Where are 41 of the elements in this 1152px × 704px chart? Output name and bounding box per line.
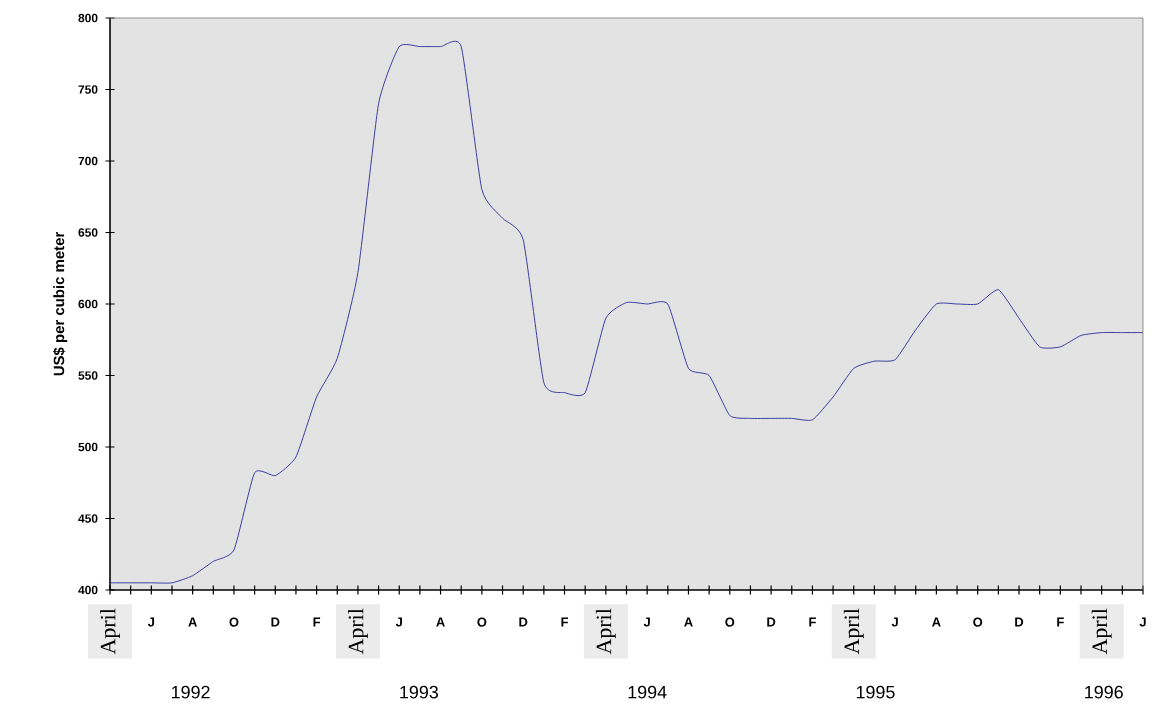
x-tick-label: J (147, 617, 155, 627)
x-tick-label: O (477, 617, 487, 627)
x-tick-label: O (725, 617, 735, 627)
text: 1996 (1085, 685, 1123, 699)
text: 1993 (400, 685, 439, 699)
x-tick-label: J (643, 617, 650, 627)
x-tick-label: April (347, 608, 368, 655)
x-tick-label: A (188, 617, 197, 627)
x-tick-label: F (561, 617, 568, 627)
y-axis-title: US$ per cubic meter (53, 231, 68, 376)
x-tick-label: April (1091, 608, 1112, 655)
x-tick-label: J (1139, 617, 1146, 627)
x-tick-label: J (891, 617, 898, 627)
x-tick-label: O (229, 617, 239, 627)
x-tick-label: D (271, 617, 280, 627)
y-tick-label: 800 (78, 13, 98, 23)
y-tick-label: 700 (78, 156, 98, 166)
text: 1992 (171, 685, 210, 699)
x-tick-label: F (1057, 617, 1064, 627)
x-tick-label: O (973, 617, 983, 627)
x-tick-label: A (436, 617, 445, 627)
y-tick-label: 500 (78, 442, 98, 452)
x-tick-label: A (932, 617, 941, 627)
x-tick-label: J (395, 617, 402, 627)
x-tick-label: D (1015, 617, 1024, 627)
x-tick-label: D (519, 617, 528, 627)
x-tick-label: April (100, 608, 120, 655)
x-tick-label: F (809, 617, 816, 627)
y-tick-label: 400 (78, 585, 98, 595)
x-tick-label: April (843, 608, 864, 655)
x-tick-label: F (313, 617, 321, 627)
y-tick-label: 450 (78, 514, 98, 523)
x-tick-label: A (684, 617, 693, 627)
y-tick-label: 550 (78, 371, 98, 380)
y-tick-label: 650 (78, 228, 98, 237)
text: 1994 (628, 685, 667, 699)
text: 1995 (856, 685, 895, 699)
y-tick-label: 600 (78, 299, 98, 309)
x-tick-label: D (767, 617, 776, 627)
x-tick-label: April (595, 608, 616, 655)
y-tick-label: 750 (78, 85, 98, 94)
